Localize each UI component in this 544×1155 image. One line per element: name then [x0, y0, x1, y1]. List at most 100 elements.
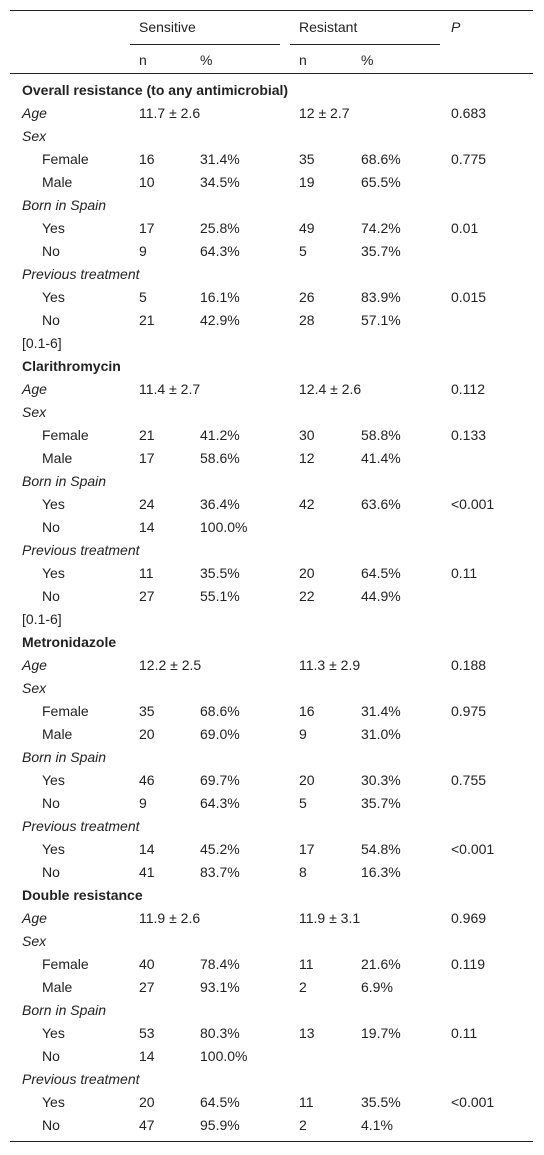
- subcolumn-header: %: [361, 52, 374, 68]
- row-label: Age: [22, 105, 47, 121]
- sensitive-rule: [130, 44, 280, 45]
- cell: 21: [139, 427, 155, 443]
- cell: 93.1%: [200, 979, 240, 995]
- cell: 40: [139, 956, 155, 972]
- cell: 22: [299, 588, 315, 604]
- cell: 35.5%: [361, 1094, 401, 1110]
- cell: <0.001: [451, 496, 495, 512]
- cell: 16: [139, 151, 155, 167]
- cell: 63.6%: [361, 496, 401, 512]
- cell: 68.6%: [200, 703, 240, 719]
- cell: 2: [299, 1117, 307, 1133]
- row-label: No: [42, 519, 60, 535]
- cell: 68.6%: [361, 151, 401, 167]
- group-label: Born in Spain: [22, 749, 107, 765]
- column-header: Sensitive: [139, 19, 196, 35]
- cell: 16: [299, 703, 315, 719]
- row-label: Age: [22, 910, 47, 926]
- cell: 16.1%: [200, 289, 240, 305]
- cell: 41.2%: [200, 427, 240, 443]
- cell: 12.2 ± 2.5: [139, 657, 202, 673]
- cell: 36.4%: [200, 496, 240, 512]
- cell: 95.9%: [200, 1117, 240, 1133]
- section-title: Overall resistance (to any antimicrobial…: [22, 82, 289, 98]
- cell: 17: [299, 841, 315, 857]
- group-label: Previous treatment: [22, 542, 140, 558]
- cell: 64.3%: [200, 795, 240, 811]
- cell: 5: [139, 289, 147, 305]
- row-label: Female: [42, 427, 89, 443]
- cell: 12.4 ± 2.6: [299, 381, 362, 397]
- row-label: Female: [42, 151, 89, 167]
- cell: 80.3%: [200, 1025, 240, 1041]
- cell: 41: [139, 864, 155, 880]
- cell: 54.8%: [361, 841, 401, 857]
- row-label: Male: [42, 726, 73, 742]
- column-header: Resistant: [299, 19, 358, 35]
- cell: 83.7%: [200, 864, 240, 880]
- cell: 9: [299, 726, 307, 742]
- cell: 11: [299, 1094, 314, 1110]
- row-label: Yes: [42, 1094, 65, 1110]
- cell: 19: [299, 174, 315, 190]
- cell: 74.2%: [361, 220, 401, 236]
- subcolumn-header: n: [299, 52, 307, 68]
- group-label: Previous treatment: [22, 818, 140, 834]
- note: [0.1-6]: [22, 611, 62, 627]
- subcolumn-header: %: [200, 52, 213, 68]
- cell: 12 ± 2.7: [299, 105, 350, 121]
- cell: 30.3%: [361, 772, 401, 788]
- row-label: Yes: [42, 772, 65, 788]
- cell: 10: [139, 174, 155, 190]
- cell: 69.7%: [200, 772, 240, 788]
- cell: 100.0%: [200, 1048, 248, 1064]
- cell: 64.5%: [361, 565, 401, 581]
- cell: 28: [299, 312, 315, 328]
- section-title: Double resistance: [22, 887, 143, 903]
- cell: 0.133: [451, 427, 487, 443]
- cell: 31.4%: [200, 151, 240, 167]
- group-label: Sex: [22, 128, 47, 144]
- cell: 0.969: [451, 910, 487, 926]
- cell: 24: [139, 496, 155, 512]
- subcolumn-header: n: [139, 52, 147, 68]
- top-rule: [10, 10, 533, 11]
- cell: 11.9 ± 2.6: [139, 910, 201, 926]
- section-title: Clarithromycin: [22, 358, 121, 374]
- group-label: Born in Spain: [22, 1002, 107, 1018]
- cell: 0.01: [451, 220, 479, 236]
- cell: 26: [299, 289, 315, 305]
- group-label: Born in Spain: [22, 197, 107, 213]
- cell: 11.7 ± 2.6: [139, 105, 201, 121]
- resistant-rule: [290, 44, 440, 45]
- cell: 35: [139, 703, 155, 719]
- cell: 35.5%: [200, 565, 240, 581]
- cell: 0.015: [451, 289, 487, 305]
- cell: 34.5%: [200, 174, 240, 190]
- cell: 0.11: [451, 565, 478, 581]
- row-label: Yes: [42, 496, 65, 512]
- cell: 25.8%: [200, 220, 240, 236]
- cell: 17: [139, 450, 155, 466]
- cell: 65.5%: [361, 174, 401, 190]
- cell: 0.755: [451, 772, 487, 788]
- cell: 4.1%: [361, 1117, 393, 1133]
- cell: 13: [299, 1025, 315, 1041]
- cell: 31.4%: [361, 703, 401, 719]
- column-header: P: [451, 19, 461, 35]
- section-title: Metronidazole: [22, 634, 117, 650]
- cell: 20: [139, 726, 155, 742]
- group-label: Previous treatment: [22, 266, 140, 282]
- cell: 2: [299, 979, 307, 995]
- cell: 8: [299, 864, 307, 880]
- cell: 42.9%: [200, 312, 240, 328]
- cell: 21.6%: [361, 956, 401, 972]
- cell: 31.0%: [361, 726, 401, 742]
- cell: 35: [299, 151, 315, 167]
- group-label: Previous treatment: [22, 1071, 140, 1087]
- cell: 20: [299, 772, 315, 788]
- cell: 27: [139, 588, 155, 604]
- cell: 14: [139, 841, 155, 857]
- cell: 11.4 ± 2.7: [139, 381, 201, 397]
- cell: 21: [139, 312, 155, 328]
